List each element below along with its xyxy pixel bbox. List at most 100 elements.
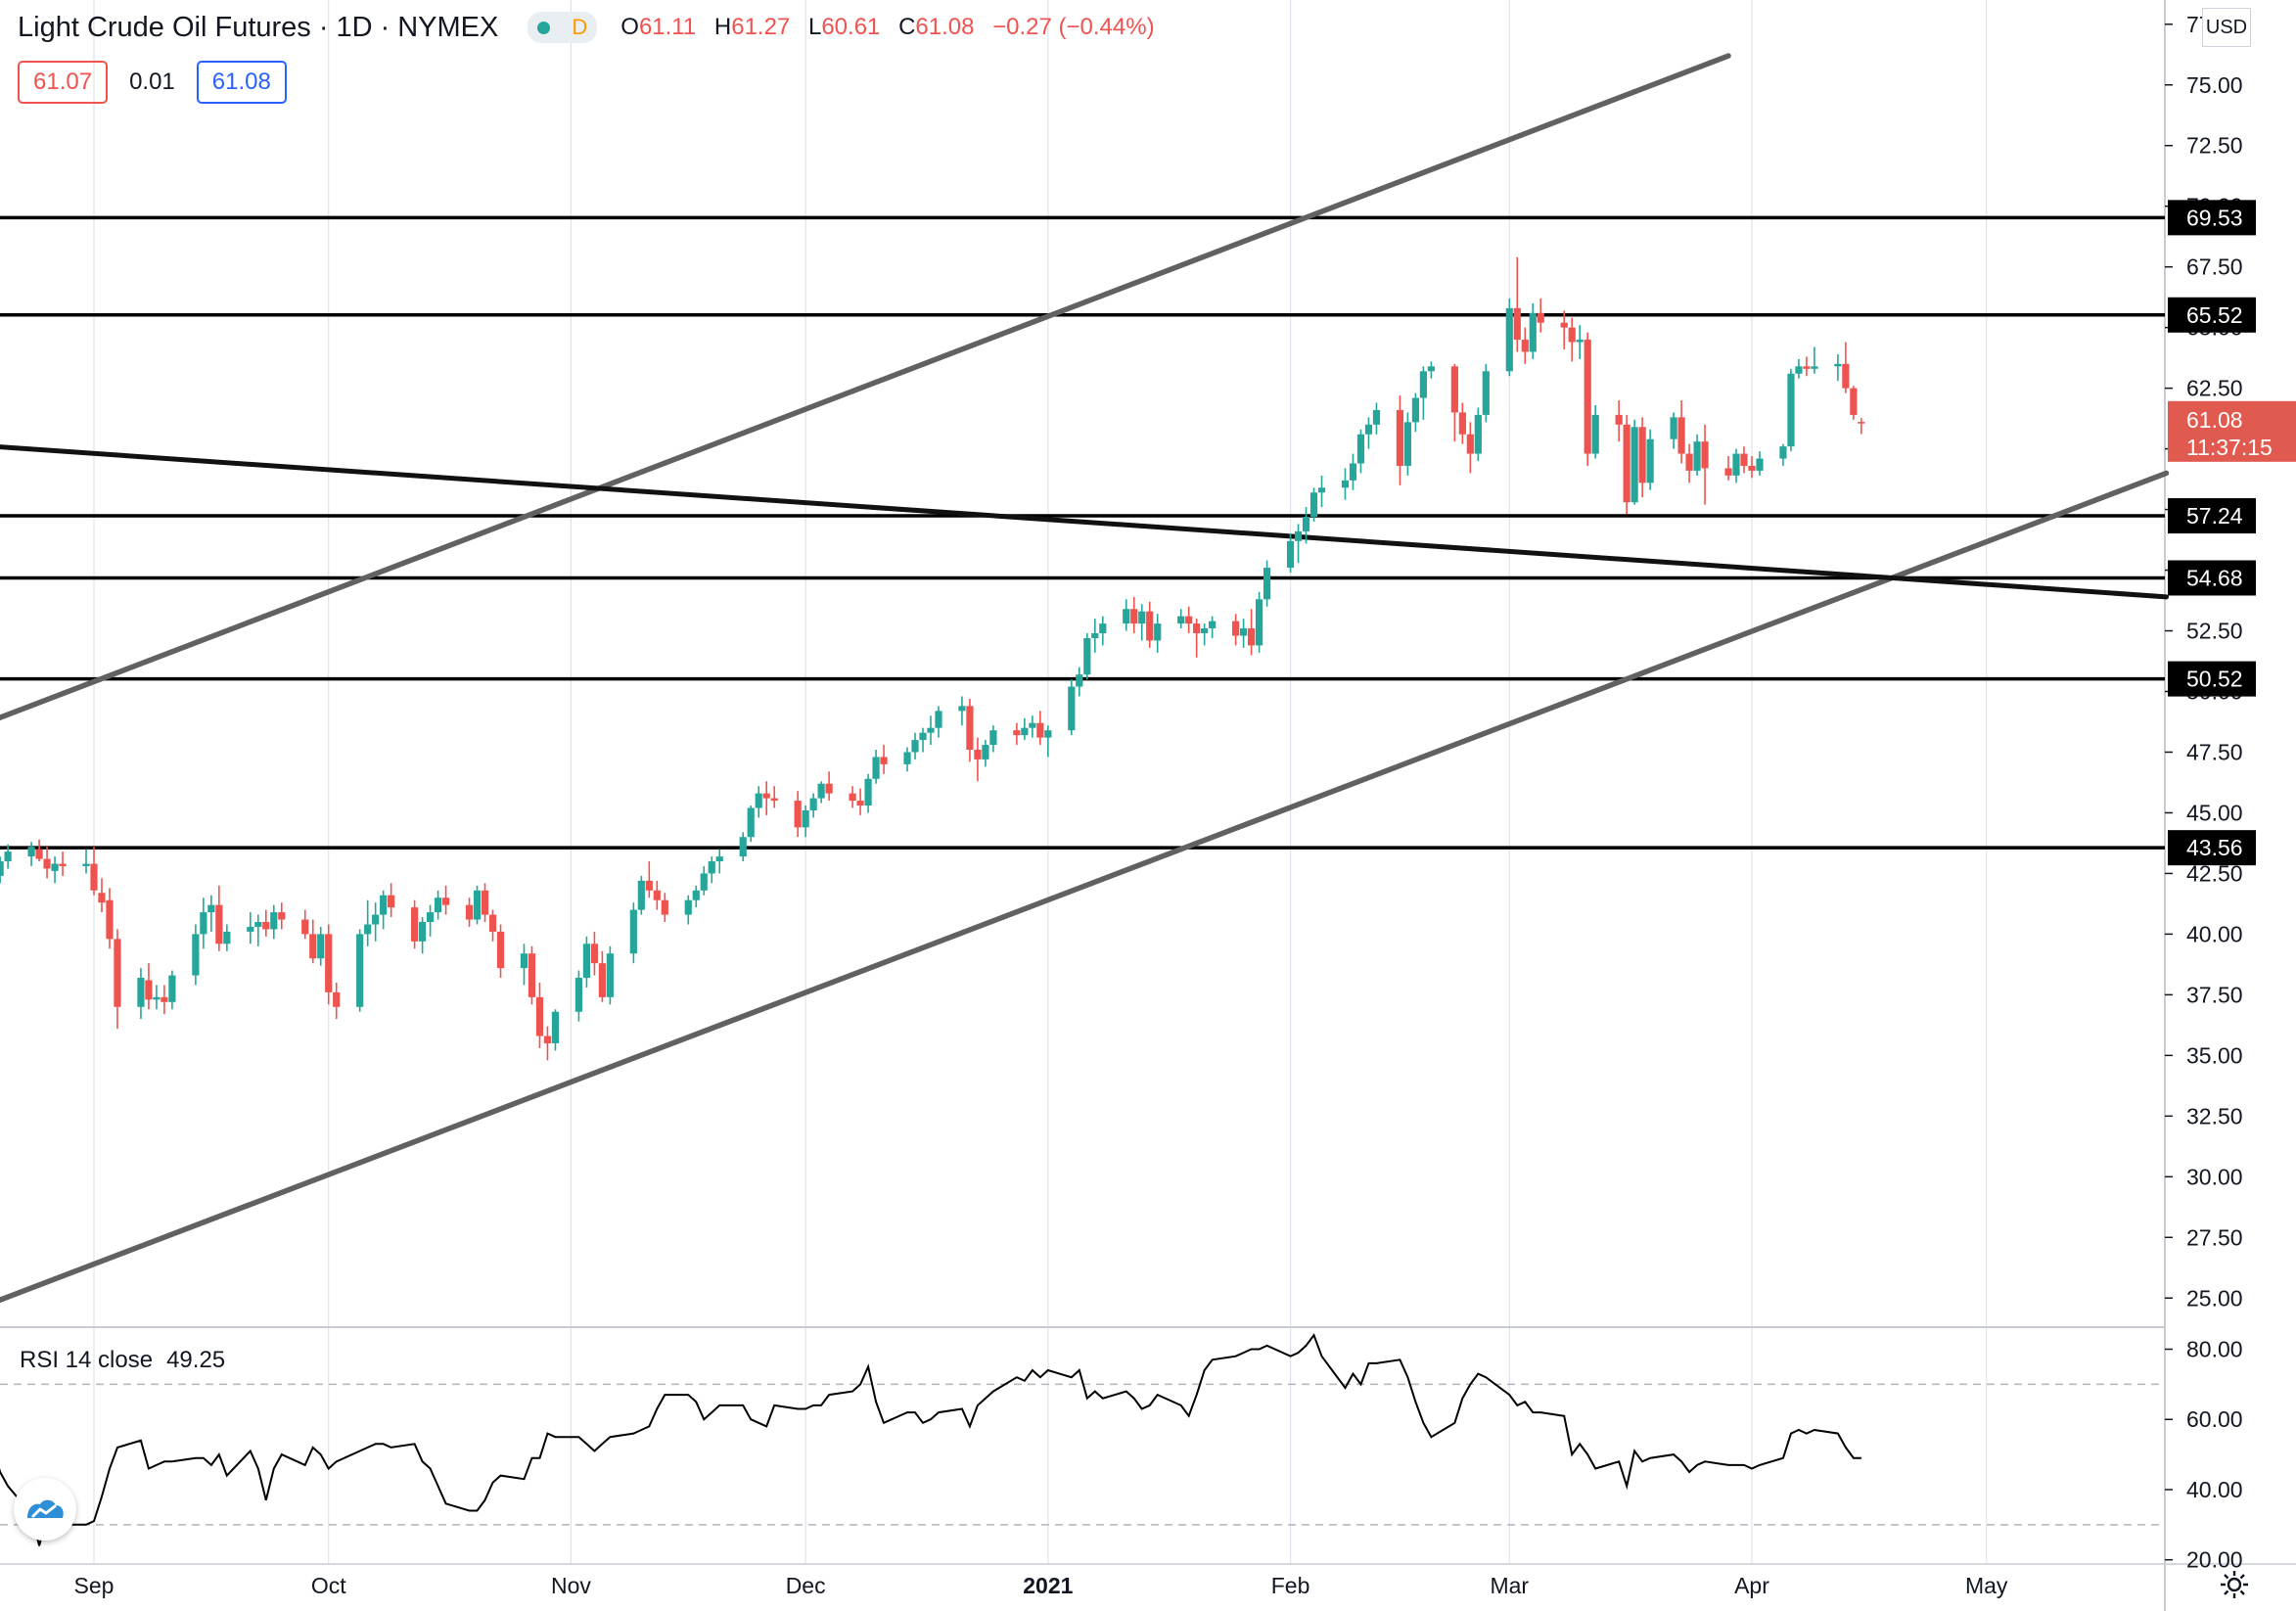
candle-body (872, 757, 880, 779)
candle (1372, 402, 1381, 435)
candle-body (1834, 363, 1842, 367)
candle (1756, 451, 1764, 476)
candle-body (762, 793, 770, 799)
candle-body (419, 922, 427, 942)
candle-body (1013, 730, 1021, 736)
candle-body (974, 750, 982, 759)
candle (684, 895, 692, 925)
current-price-label: 61.08 (2186, 407, 2243, 433)
high-label: H (713, 14, 732, 40)
candle (645, 861, 653, 898)
price-tick-label: 75.00 (2186, 72, 2243, 98)
candle-body (1677, 417, 1685, 454)
candle (1482, 363, 1490, 423)
candle (543, 1026, 552, 1061)
candle (465, 898, 474, 927)
candle (481, 883, 489, 923)
symbol-name[interactable]: Light Crude Oil Futures (18, 11, 311, 43)
sell-button[interactable]: 61.07 (18, 61, 109, 104)
candle (1411, 392, 1420, 433)
candle (161, 985, 168, 1015)
level-tags: 69.53 65.52 57.24 54.68 50.52 43.56 61.0811:37… (2168, 200, 2296, 866)
candle (27, 842, 35, 866)
candle-body (1693, 441, 1701, 471)
candle (919, 727, 927, 753)
candle (1615, 400, 1623, 442)
candle (434, 890, 442, 920)
currency-button[interactable]: USD (2202, 8, 2251, 47)
price-tick-label: 52.50 (2186, 619, 2243, 644)
candle-body (903, 752, 911, 764)
candle-body (488, 914, 497, 932)
candle (1123, 599, 1130, 631)
candle (911, 732, 919, 759)
candle (1364, 417, 1373, 449)
rsi-label[interactable]: RSI 14 close (20, 1347, 154, 1373)
candle (1294, 524, 1303, 564)
candle (223, 924, 231, 951)
candle (1591, 404, 1599, 459)
candle-body (1560, 322, 1568, 328)
candle-body (637, 880, 645, 910)
candle-body (1349, 463, 1357, 481)
candle (1193, 619, 1201, 658)
candle-body (692, 890, 700, 900)
candle (739, 832, 747, 862)
candle-body (1154, 623, 1162, 641)
candle (1341, 468, 1350, 500)
candle-body (4, 852, 12, 862)
candle-body (1427, 366, 1435, 372)
candle (809, 793, 817, 818)
status-badge[interactable]: D (528, 12, 598, 43)
quote-row: 61.07 0.01 61.08 (18, 61, 287, 104)
candle (1240, 619, 1248, 648)
candle-body (270, 912, 278, 930)
candle-body (880, 757, 888, 764)
candle (356, 929, 364, 1012)
candle (661, 893, 668, 923)
price-tick-label: 47.50 (2186, 739, 2243, 764)
price-axis: 77.5075.0072.5070.0067.5065.0062.5060.00… (2165, 12, 2243, 1573)
candle (1685, 443, 1693, 483)
candle-body (114, 939, 121, 1007)
candle (1529, 302, 1537, 359)
level-tag-label: 69.53 (2186, 205, 2243, 230)
candle (794, 791, 802, 838)
candle-body (1411, 397, 1420, 423)
candle-body (927, 727, 935, 733)
candle-body (98, 893, 106, 903)
rsi-tick-label: 20.00 (2186, 1547, 2243, 1573)
candle (200, 898, 207, 949)
candle (215, 885, 223, 951)
gear-icon[interactable] (2218, 1568, 2251, 1601)
candle (51, 856, 59, 884)
interval-label[interactable]: 1D (336, 11, 373, 43)
candle (192, 924, 200, 986)
tradingview-logo-icon[interactable] (14, 1478, 76, 1541)
level-tag-label: 50.52 (2186, 667, 2243, 692)
candle (1255, 591, 1263, 653)
candle (1146, 601, 1154, 648)
candle (1646, 429, 1654, 490)
candle-body (1341, 480, 1350, 488)
level-tag-label: 65.52 (2186, 302, 2243, 328)
time-tick-label: Sep (74, 1573, 115, 1598)
candle-body (574, 978, 583, 1012)
candle (380, 890, 388, 930)
candle-body (380, 895, 388, 915)
candle-body (465, 904, 474, 920)
candle (1787, 368, 1795, 452)
time-tick-label: Dec (786, 1573, 826, 1598)
candle-body (1193, 623, 1201, 634)
trend-lines (0, 53, 2170, 1304)
candle (653, 880, 661, 910)
candle-body (1748, 465, 1756, 471)
buy-button[interactable]: 61.08 (196, 61, 287, 104)
low-value: 60.61 (821, 14, 881, 40)
level-tag-box (2168, 200, 2256, 236)
legend-separator: · (380, 11, 390, 43)
spread-value: 0.01 (129, 69, 175, 95)
legend-separator: · (318, 11, 329, 43)
